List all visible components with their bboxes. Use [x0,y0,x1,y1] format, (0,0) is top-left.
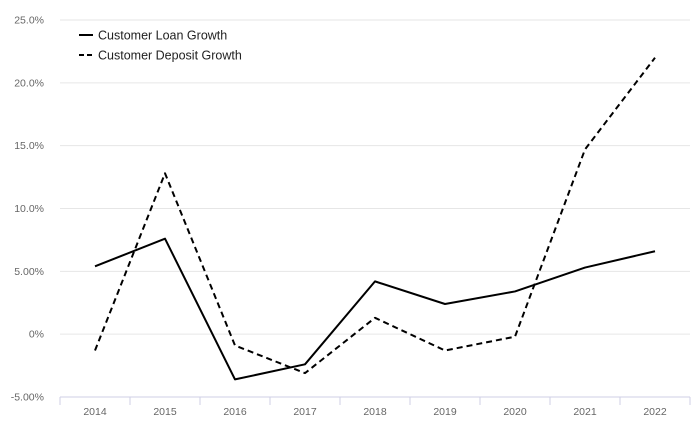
y-tick-label: 10.0% [14,203,44,215]
data-point[interactable] [230,340,240,350]
data-point[interactable] [160,168,170,178]
x-tick-label: 2022 [643,406,667,418]
y-grid [60,19,690,335]
legend-item-loan[interactable]: Customer Loan Growth [79,29,227,43]
y-tick-label: -5.00% [11,392,44,404]
data-point[interactable] [650,246,660,256]
x-tick-label: 2018 [363,406,387,418]
y-tick-label: 20.0% [14,77,44,89]
legend-label-deposit: Customer Deposit Growth [98,49,242,63]
data-point[interactable] [580,263,590,273]
data-point[interactable] [650,53,660,63]
x-axis: 2014 2015 2016 2017 2018 2019 2020 2021 2022 [59,396,691,418]
x-tick-label: 2021 [573,406,597,418]
x-tick-label: 2019 [433,406,457,418]
legend-label-loan: Customer Loan Growth [98,29,227,43]
data-point[interactable] [230,374,240,384]
data-point[interactable] [440,299,450,309]
data-point[interactable] [300,368,310,378]
y-tick-label: 0% [29,329,44,341]
y-tick-label: 5.00% [14,266,44,278]
legend-item-deposit[interactable]: Customer Deposit Growth [79,49,242,63]
data-point[interactable] [160,234,170,244]
series-line-deposit-growth [94,57,656,375]
series-lines [90,53,660,384]
data-point[interactable] [580,144,590,154]
data-point[interactable] [440,346,450,356]
x-tick-label: 2020 [503,406,527,418]
x-tick-label: 2017 [293,406,317,418]
data-point[interactable] [370,276,380,286]
x-tick-label: 2015 [153,406,177,418]
data-point[interactable] [510,286,520,296]
series-line-loan-growth [94,237,656,381]
y-tick-label: 25.0% [14,15,44,27]
x-tick-label: 2016 [223,406,247,418]
data-point[interactable] [510,332,520,342]
data-point[interactable] [300,359,310,369]
legend: Customer Loan Growth Customer Deposit Gr… [79,29,242,63]
y-tick-label: 15.0% [14,140,44,152]
y-axis-ticks: -5.00% 0% 5.00% 10.0% 15.0% 20.0% 25.0% [11,15,44,404]
x-tick-label: 2014 [83,406,107,418]
data-point[interactable] [90,261,100,271]
data-point[interactable] [90,346,100,356]
data-point[interactable] [370,313,380,323]
